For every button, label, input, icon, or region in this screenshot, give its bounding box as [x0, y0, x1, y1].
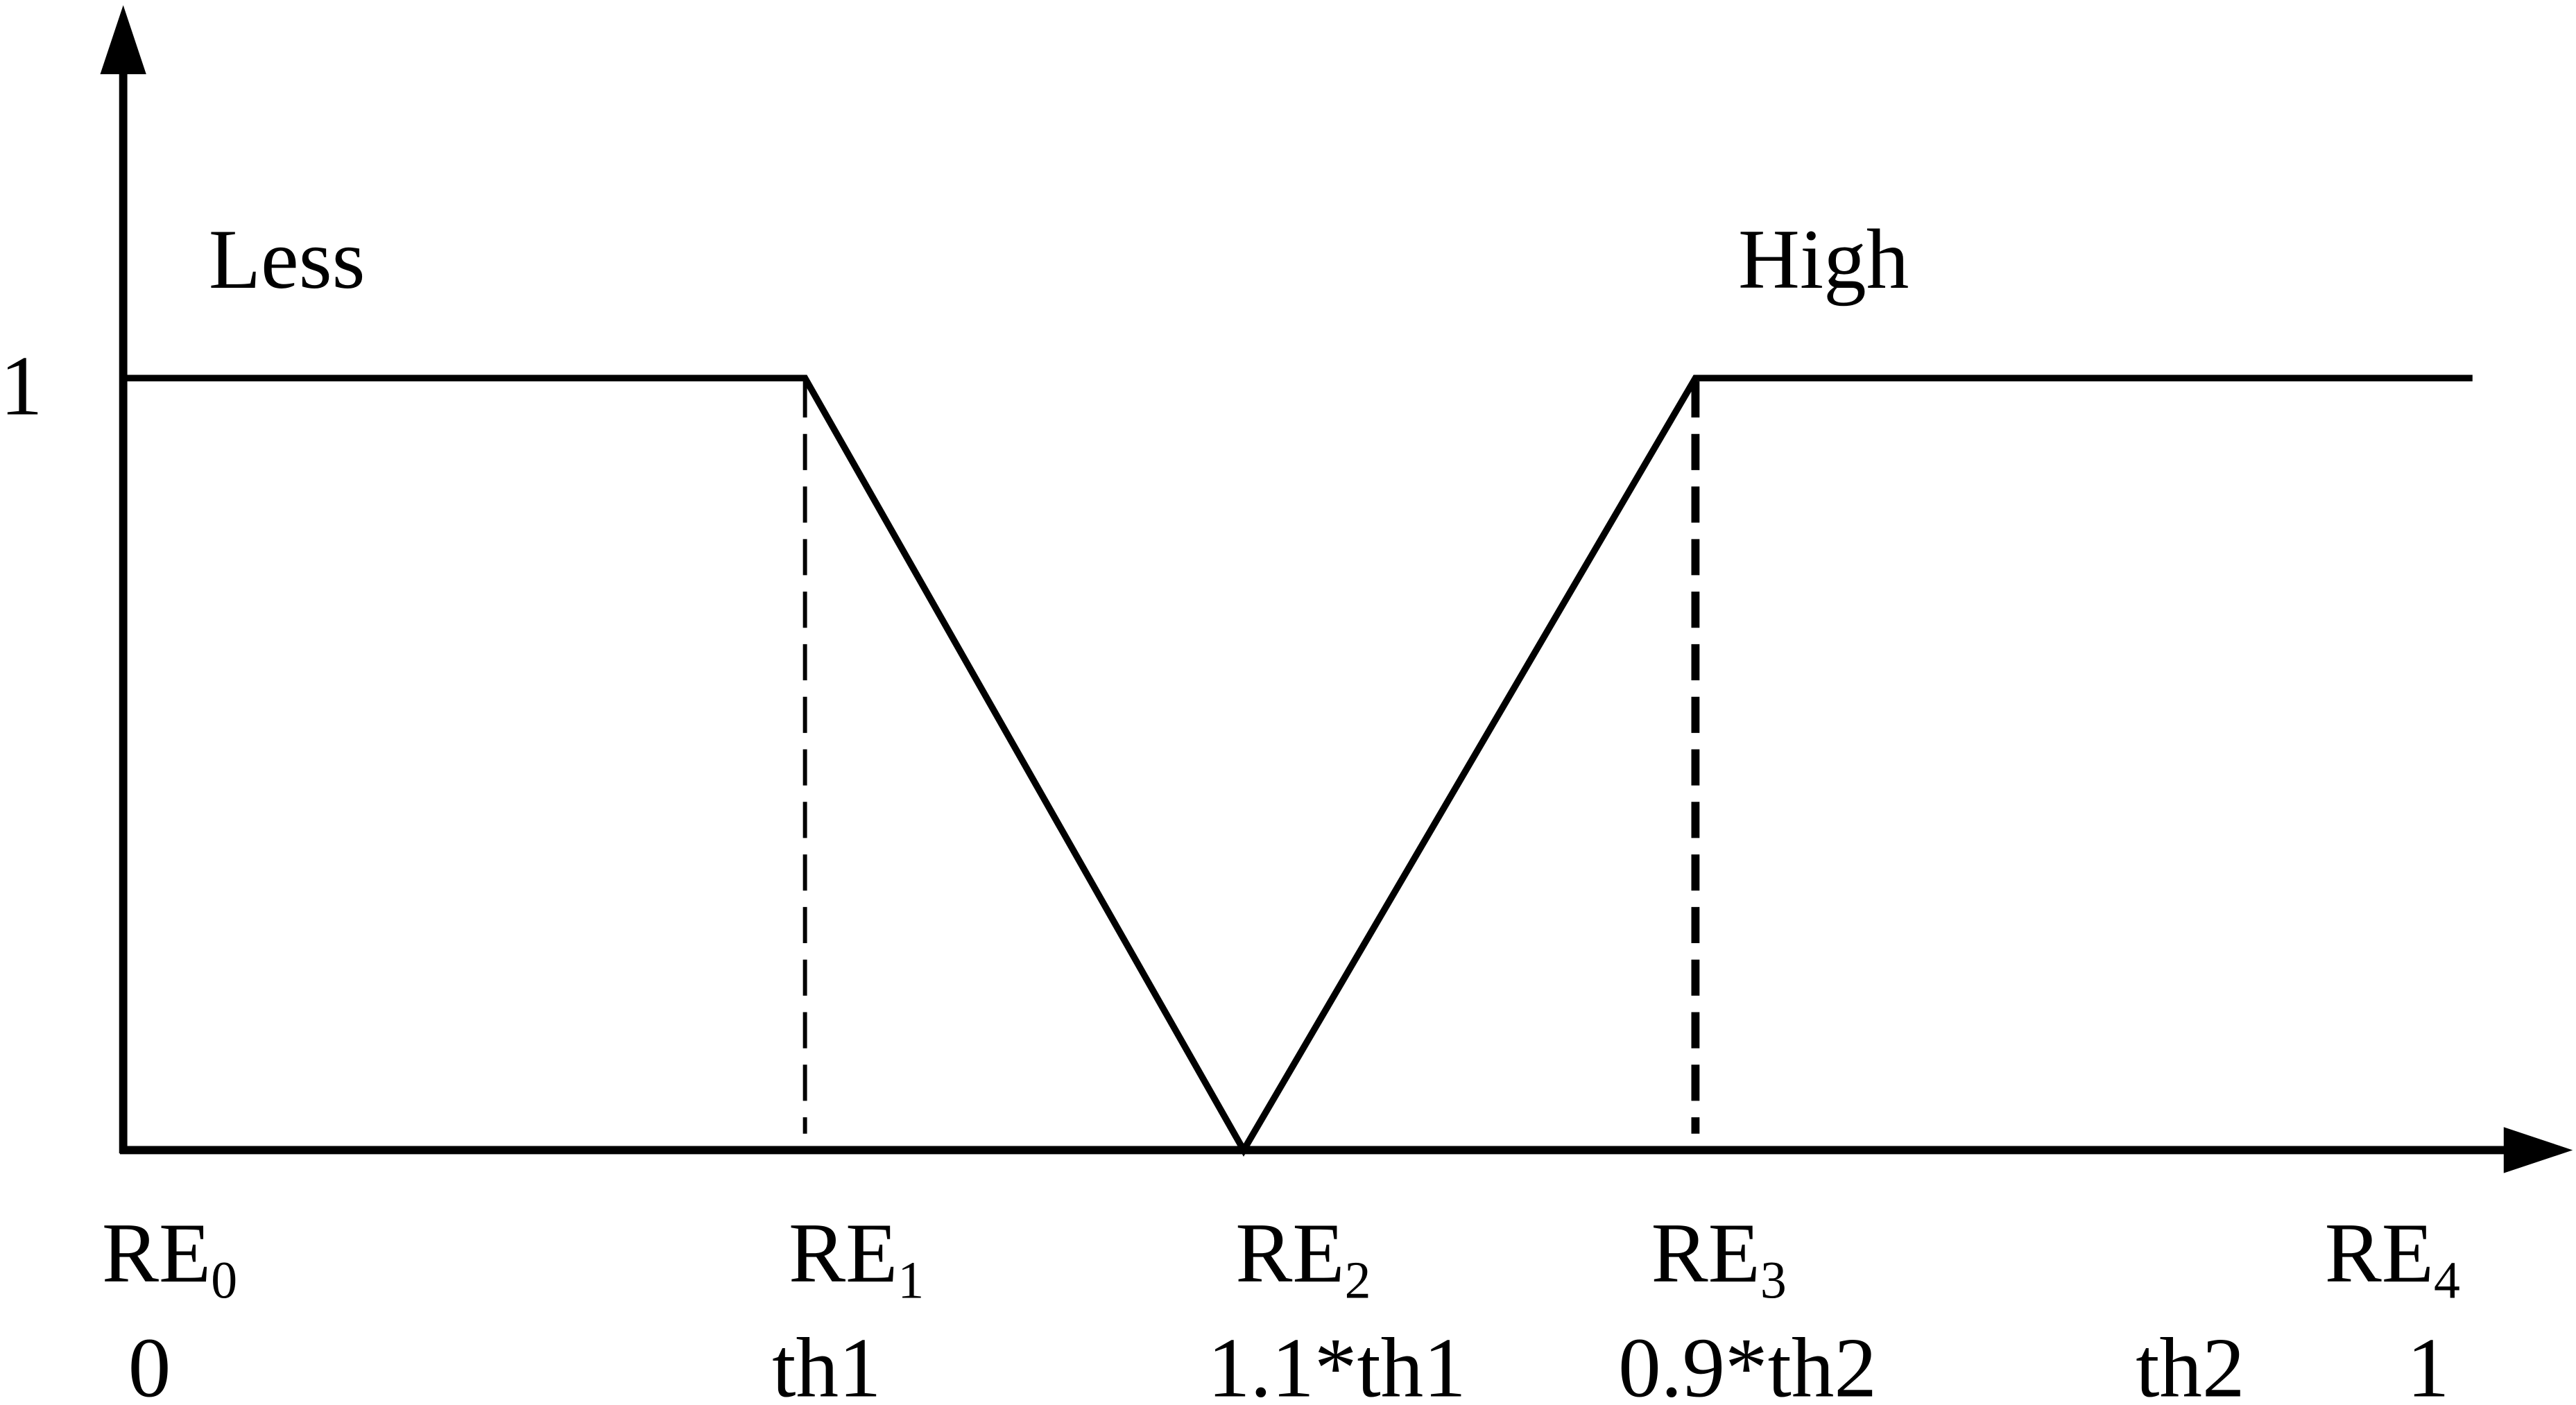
point-name-base: RE	[102, 1205, 211, 1300]
point-name-sub: 3	[1760, 1252, 1787, 1310]
point-name-base: RE	[1235, 1205, 1344, 1300]
y-arrow	[100, 5, 146, 75]
point-value: 1.1*th1	[1208, 1320, 1466, 1405]
y-one-label: 1	[0, 338, 43, 433]
point-value: 0.9*th2	[1618, 1320, 1877, 1405]
point-name-sub: 2	[1345, 1252, 1371, 1310]
membership-line	[123, 374, 2473, 1157]
point-name: RE0	[102, 1205, 237, 1310]
point-name: RE1	[789, 1205, 924, 1310]
point-name: RE4	[2325, 1205, 2460, 1310]
less-label: Less	[209, 212, 366, 307]
point-value: 1	[2407, 1320, 2450, 1405]
point-name-sub: 0	[211, 1252, 237, 1310]
point-name: RE3	[1651, 1205, 1786, 1310]
point-value: th1	[772, 1320, 881, 1405]
point-name-sub: 1	[898, 1252, 924, 1310]
high-label: High	[1738, 212, 1909, 307]
point-name-base: RE	[1651, 1205, 1760, 1300]
point-value: th2	[2136, 1320, 2244, 1405]
x-arrow	[2503, 1127, 2573, 1173]
point-name: RE2	[1235, 1205, 1371, 1310]
point-name-base: RE	[2325, 1205, 2434, 1300]
axes	[119, 49, 2522, 1155]
point-name-base: RE	[789, 1205, 898, 1300]
point-value: 0	[128, 1320, 171, 1405]
point-name-sub: 4	[2434, 1252, 2460, 1310]
